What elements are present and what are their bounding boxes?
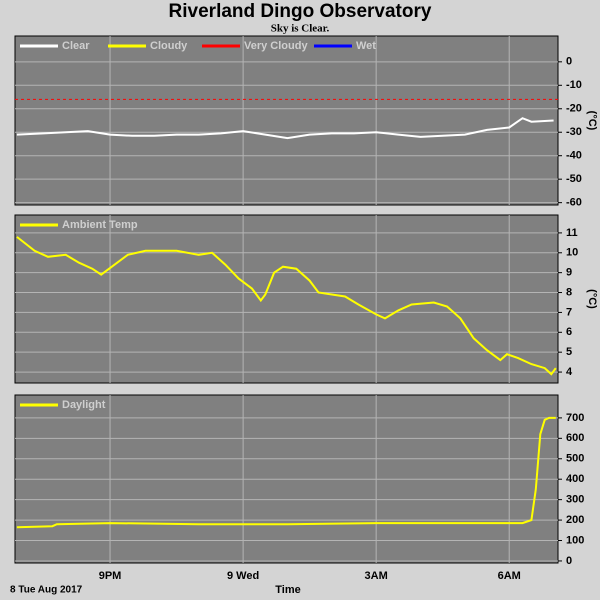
y-tick-label: 400 bbox=[566, 473, 584, 485]
y-tick-label: 600 bbox=[566, 432, 584, 444]
plot-area bbox=[14, 214, 559, 384]
y-tick-label: 0 bbox=[566, 56, 572, 68]
y-tick-label: 500 bbox=[566, 453, 584, 465]
legend-label: Wet bbox=[356, 40, 376, 52]
legend-label: Cloudy bbox=[150, 40, 188, 52]
chart-subtitle: Sky is Clear. bbox=[271, 23, 330, 35]
date-label: 8 Tue Aug 2017 bbox=[10, 585, 83, 596]
y-tick-label: 9 bbox=[566, 267, 572, 279]
y-tick-label: -20 bbox=[566, 103, 582, 115]
y-tick-label: 300 bbox=[566, 494, 584, 506]
y-tick-label: 11 bbox=[566, 227, 578, 239]
y-tick-label: 5 bbox=[566, 346, 572, 358]
legend-label: Daylight bbox=[62, 399, 106, 411]
legend-label: Clear bbox=[62, 40, 90, 52]
y-tick-label: -10 bbox=[566, 79, 582, 91]
legend-label: Ambient Temp bbox=[62, 219, 138, 231]
y-tick-label: 700 bbox=[566, 412, 584, 424]
y-axis-label: (°C) bbox=[586, 111, 598, 131]
y-tick-label: 7 bbox=[566, 306, 572, 318]
y-tick-label: -30 bbox=[566, 126, 582, 138]
y-tick-label: 200 bbox=[566, 514, 584, 526]
y-tick-label: -50 bbox=[566, 173, 582, 185]
x-axis-label: Time bbox=[275, 584, 300, 596]
y-tick-label: 6 bbox=[566, 326, 572, 338]
y-tick-label: 4 bbox=[566, 366, 573, 378]
y-axis-label: (°C) bbox=[586, 289, 598, 309]
y-tick-label: 0 bbox=[566, 555, 572, 567]
legend-label: Very Cloudy bbox=[244, 40, 308, 52]
plot-area bbox=[14, 35, 559, 206]
x-tick-label: 3AM bbox=[365, 570, 388, 582]
data-line bbox=[16, 416, 556, 529]
data-line bbox=[16, 117, 554, 140]
y-tick-label: -40 bbox=[566, 150, 582, 162]
chart-title: Riverland Dingo Observatory bbox=[169, 1, 432, 22]
data-line bbox=[16, 236, 557, 376]
x-tick-label: 6AM bbox=[498, 570, 521, 582]
y-tick-label: 10 bbox=[566, 247, 578, 259]
y-tick-label: -60 bbox=[566, 197, 582, 209]
x-tick-label: 9 Wed bbox=[227, 570, 259, 582]
x-tick-label: 9PM bbox=[99, 570, 122, 582]
y-tick-label: 8 bbox=[566, 286, 572, 298]
y-tick-label: 100 bbox=[566, 534, 584, 546]
